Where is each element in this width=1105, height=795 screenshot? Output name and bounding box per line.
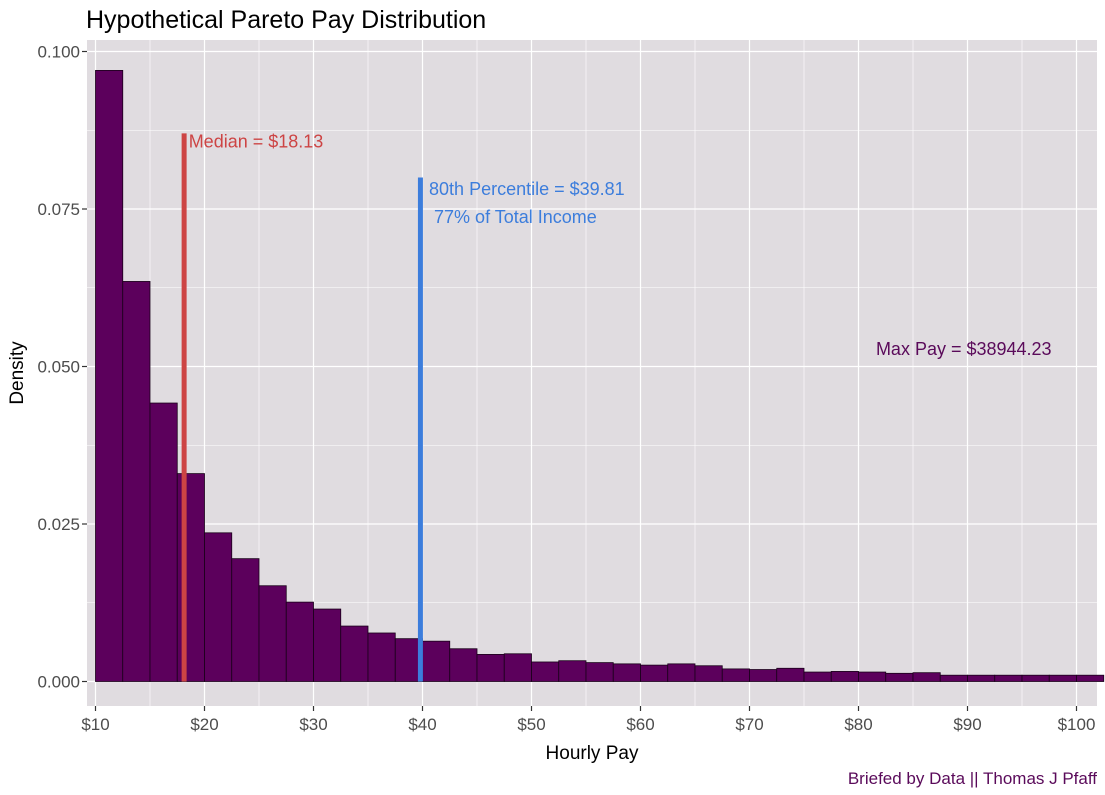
histogram-bar <box>721 668 750 682</box>
histogram-bar <box>531 661 560 682</box>
y-tick-label: 0.100 <box>37 43 80 62</box>
y-tick-label: 0.075 <box>37 200 80 219</box>
histogram-bar <box>176 473 205 682</box>
x-tick-label: $70 <box>735 715 763 734</box>
x-axis-title: Hourly Pay <box>546 743 639 764</box>
histogram-bar <box>749 669 778 682</box>
histogram-bar <box>994 674 1023 682</box>
histogram-bar <box>1048 674 1077 682</box>
histogram-bar <box>1021 674 1050 682</box>
histogram-bar <box>558 660 587 682</box>
x-tick-label: $60 <box>626 715 654 734</box>
histogram-bar <box>340 625 369 682</box>
median-label: Median = $18.13 <box>189 131 324 151</box>
histogram-bar <box>149 402 178 682</box>
x-tick-label: $30 <box>299 715 327 734</box>
histogram-bar <box>367 632 396 682</box>
x-tick-label: $50 <box>517 715 545 734</box>
histogram-bar <box>667 663 696 682</box>
histogram-bar <box>95 70 124 682</box>
histogram-bar <box>967 674 996 682</box>
histogram-bar <box>1076 674 1105 682</box>
y-tick-label: 0.025 <box>37 515 80 534</box>
histogram-bar <box>503 653 532 682</box>
histogram-bar <box>449 648 478 682</box>
histogram-bar <box>285 601 314 682</box>
caption: Briefed by Data || Thomas J Pfaff <box>848 769 1097 788</box>
histogram-bar <box>694 665 723 682</box>
p80-label: 80th Percentile = $39.81 <box>429 179 625 199</box>
histogram-bar <box>640 664 669 682</box>
x-tick-label: $90 <box>953 715 981 734</box>
p80-share-label: 77% of Total Income <box>429 207 597 227</box>
x-tick-label: $40 <box>408 715 436 734</box>
histogram-bar <box>204 532 233 682</box>
histogram-bar <box>858 671 887 682</box>
histogram-bar <box>313 608 342 682</box>
histogram-bar <box>912 672 941 682</box>
y-tick-label: 0.000 <box>37 673 80 692</box>
histogram-bar <box>422 640 451 682</box>
x-tick-label: $100 <box>1058 715 1096 734</box>
chart-title: Hypothetical Pareto Pay Distribution <box>86 6 486 34</box>
histogram-bar <box>939 674 968 682</box>
minor-gridlines <box>87 40 1097 706</box>
histogram-bar <box>476 654 505 682</box>
x-tick-label: $10 <box>81 715 109 734</box>
histogram-bar <box>830 671 859 682</box>
y-axis-title: Density <box>7 341 28 405</box>
histogram-bar <box>231 558 260 682</box>
histogram-bar <box>258 585 287 682</box>
histogram-bar <box>776 667 805 682</box>
y-tick-label: 0.050 <box>37 358 80 377</box>
histogram-bar <box>885 672 914 682</box>
x-tick-label: $80 <box>844 715 872 734</box>
y-tick-labels: 0.000 0.025 0.050 0.075 0.100 <box>37 43 80 692</box>
histogram-bar <box>122 281 151 682</box>
axis-ticks <box>82 50 1078 711</box>
reference-lines <box>181 133 423 682</box>
histogram-bar <box>585 662 614 682</box>
x-tick-labels: $10 $20 $30 $40 $50 $60 $70 $80 $90 $100 <box>81 715 1095 734</box>
max-pay-label: Max Pay = $38944.23 <box>876 339 1052 359</box>
x-tick-label: $20 <box>190 715 218 734</box>
histogram-bar <box>803 671 832 682</box>
histogram-bar <box>612 663 641 682</box>
